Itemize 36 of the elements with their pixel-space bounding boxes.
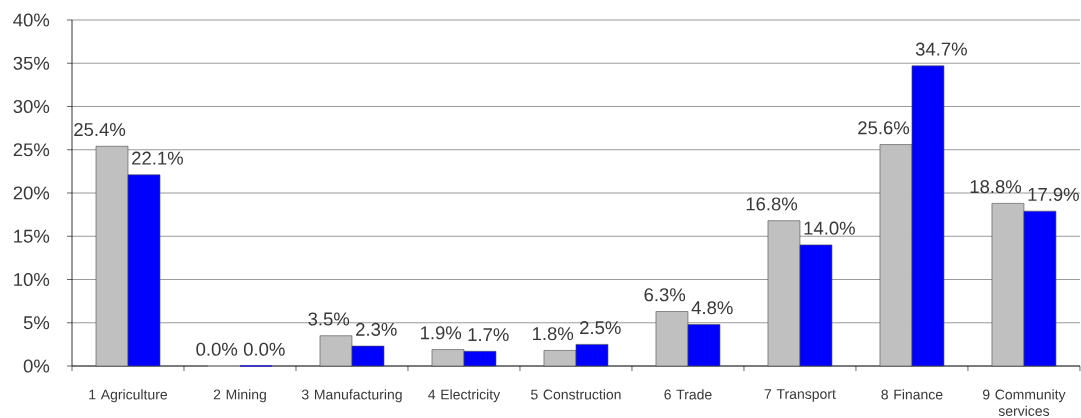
y-tick-label: 25% xyxy=(13,143,50,157)
x-tick-label: 1 Agriculture xyxy=(89,389,168,403)
data-label: 17.9% xyxy=(1028,187,1079,201)
y-tick-label: 10% xyxy=(14,272,50,287)
x-tick-label: 2 Mining xyxy=(213,389,266,403)
x-tick-label: 4 Electricity xyxy=(428,389,501,403)
data-label: 3.5% xyxy=(308,312,350,326)
x-tick-label: 3 Manufacturing xyxy=(301,389,402,403)
data-label: 4.8% xyxy=(691,301,733,315)
data-label: 16.8% xyxy=(746,197,798,211)
data-label: 34.7% xyxy=(915,42,967,56)
data-label: 2.3% xyxy=(356,322,397,336)
data-label: 25.6% xyxy=(858,121,910,135)
data-label: 18.8% xyxy=(970,180,1022,194)
data-label: 1.7% xyxy=(468,328,509,342)
x-tick-label: 6 Trade xyxy=(664,389,712,400)
data-label: 2.5% xyxy=(580,321,621,335)
y-tick-label: 0% xyxy=(23,359,50,373)
data-label: 25.4% xyxy=(74,122,126,137)
data-label: 0.0% xyxy=(196,342,238,356)
y-tick-label: 35% xyxy=(13,56,50,70)
data-label: 14.0% xyxy=(804,221,855,235)
x-tick-label: 9 Community services xyxy=(982,389,1066,416)
y-tick-label: 40% xyxy=(13,13,50,27)
y-tick-label: 15% xyxy=(14,229,50,243)
y-tick-label: 5% xyxy=(23,316,50,330)
data-label: 0.0% xyxy=(243,342,285,356)
data-label: 1.8% xyxy=(533,327,574,341)
x-tick-label: 8 Finance xyxy=(881,389,943,400)
data-label: 1.9% xyxy=(421,326,462,340)
data-label: 6.3% xyxy=(644,288,686,302)
x-tick-label: 7 Transport xyxy=(764,389,836,402)
data-label: 22.1% xyxy=(132,151,183,165)
y-tick-label: 30% xyxy=(13,99,50,114)
y-tick-label: 20% xyxy=(13,186,50,200)
x-tick-label: 5 Construction xyxy=(531,389,621,400)
